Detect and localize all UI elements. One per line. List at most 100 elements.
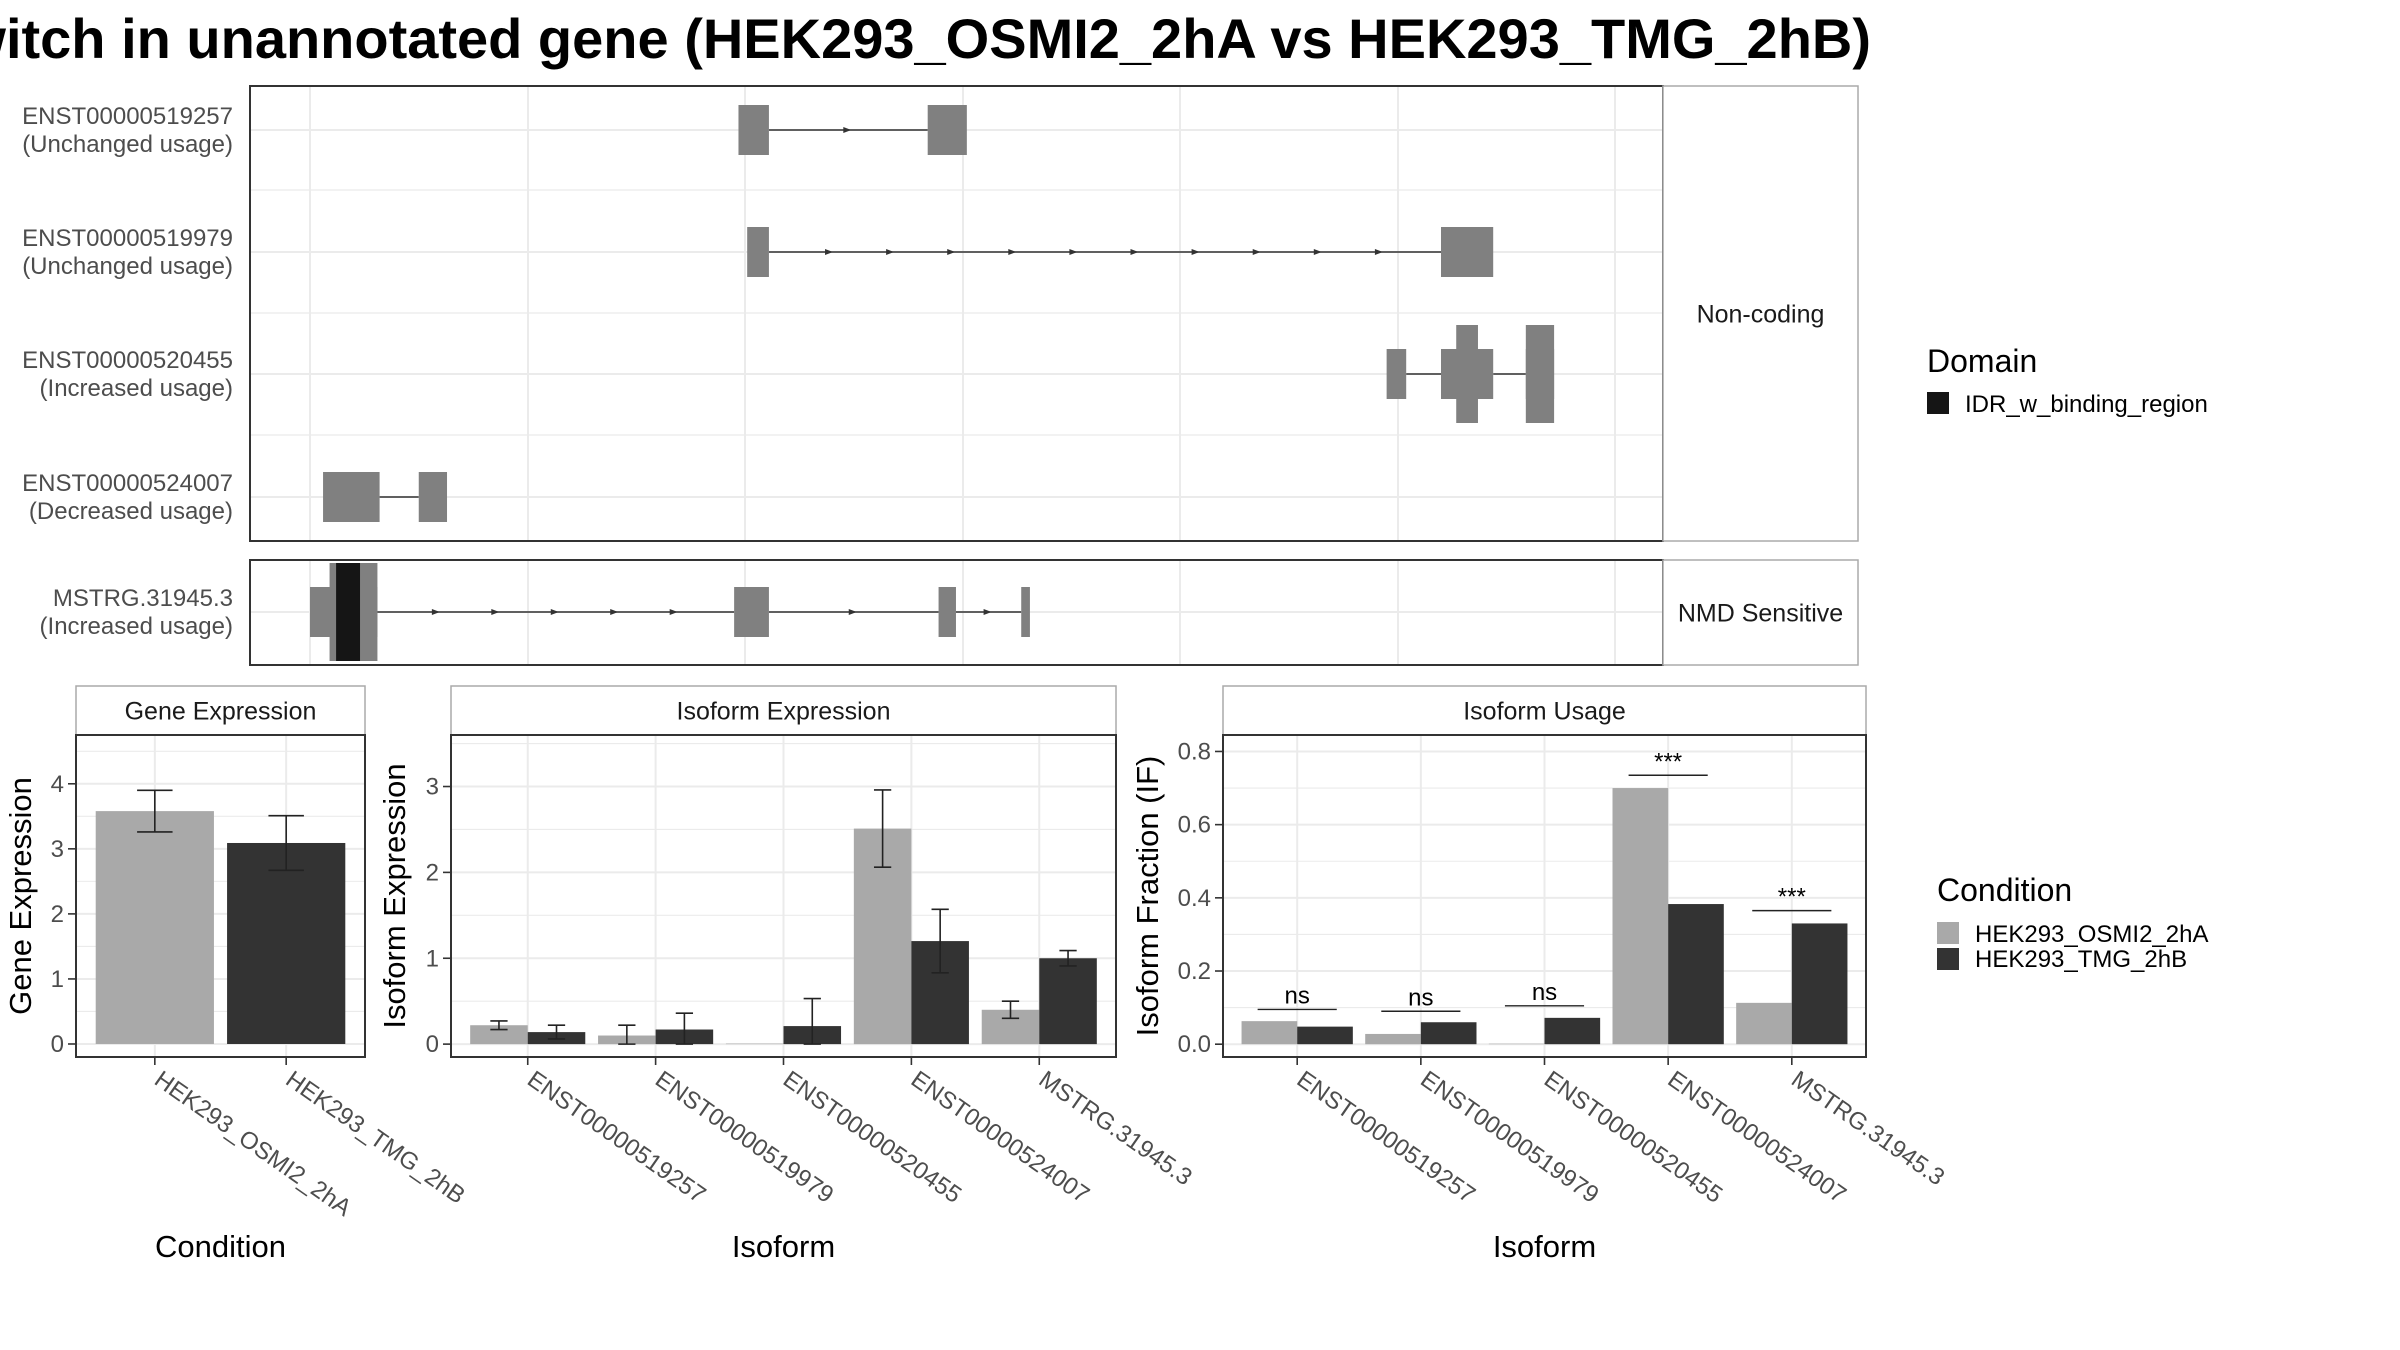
transcript-usage-label: (Decreased usage) — [29, 498, 233, 525]
bar — [1241, 1021, 1298, 1045]
title-clip: Isoform switch in unannotated gene (HEK2… — [0, 0, 1871, 80]
condition-legend-item: HEK293_TMG_2hB — [1975, 946, 2187, 973]
y-tick-label: 0.8 — [1178, 738, 1211, 765]
intron-arrow — [1313, 249, 1322, 255]
exon — [1386, 349, 1407, 399]
y-tick-label: 0 — [426, 1031, 439, 1058]
exon — [734, 587, 769, 637]
y-tick-label: 3 — [51, 836, 64, 863]
cds-exon — [1525, 325, 1555, 423]
panel-strip — [75, 685, 366, 736]
protein-domain — [336, 563, 361, 661]
transcript-usage-label: (Increased usage) — [40, 613, 233, 640]
intron-arrow — [1191, 249, 1200, 255]
domain-legend-item: IDR_w_binding_region — [1965, 391, 2208, 418]
y-tick-label: 0.2 — [1178, 958, 1211, 985]
y-tick-label: 4 — [51, 771, 64, 798]
bar — [725, 1043, 784, 1045]
intron-arrow — [1130, 249, 1139, 255]
intron-arrow — [669, 609, 678, 615]
domain-legend-title: Domain — [1927, 343, 2037, 379]
condition-legend-key — [1937, 922, 1959, 944]
condition-legend-item: HEK293_OSMI2_2hA — [1975, 921, 2208, 948]
transcript-id-label: ENST00000524007 — [22, 470, 233, 497]
intron-arrow — [983, 609, 992, 615]
significance-label: ns — [1408, 984, 1433, 1011]
y-tick-label: 1 — [51, 966, 64, 993]
bar — [1488, 1043, 1545, 1045]
transcript-usage-label: (Unchanged usage) — [22, 253, 233, 280]
bar — [1039, 958, 1097, 1045]
intron-arrow — [1374, 249, 1383, 255]
panel-strip — [450, 685, 1117, 736]
cds-exon — [1456, 325, 1478, 423]
intron-arrow — [1008, 249, 1017, 255]
bar — [1297, 1026, 1353, 1045]
intron-arrow — [610, 609, 619, 615]
condition-legend-title: Condition — [1937, 872, 2072, 908]
panel-title: Isoform Expression — [677, 698, 891, 726]
bar — [227, 842, 346, 1044]
intron-arrow — [550, 609, 559, 615]
y-tick-label: 0.0 — [1178, 1031, 1211, 1058]
bar — [1736, 1002, 1792, 1045]
intron-arrow — [848, 609, 857, 615]
y-tick-label: 0 — [51, 1031, 64, 1058]
x-axis-title: Isoform — [732, 1229, 835, 1264]
exon — [418, 472, 448, 522]
significance-label: *** — [1778, 884, 1806, 911]
transcript-usage-label: (Increased usage) — [40, 375, 233, 402]
y-tick-label: 3 — [426, 774, 439, 801]
figure-title: Isoform switch in unannotated gene (HEK2… — [0, 7, 1871, 70]
y-tick-label: 2 — [51, 901, 64, 928]
bar — [1544, 1017, 1601, 1045]
y-axis-title: Gene Expression — [3, 777, 38, 1015]
facet-strip-label: Non-coding — [1697, 301, 1825, 329]
panel-strip — [1222, 685, 1867, 736]
bar — [1668, 904, 1724, 1045]
bar — [95, 811, 214, 1044]
transcript-id-label: ENST00000519979 — [22, 225, 233, 252]
exon — [927, 105, 967, 155]
intron-arrow — [947, 249, 956, 255]
significance-label: ns — [1285, 982, 1310, 1009]
facet-strip — [1662, 559, 1859, 666]
plot-border — [75, 734, 366, 1058]
x-axis-title: Condition — [155, 1229, 286, 1264]
intron-arrow — [1252, 249, 1261, 255]
exon — [1021, 587, 1030, 637]
bar — [1612, 788, 1669, 1045]
intron-arrow — [491, 609, 500, 615]
facet-strip-label: NMD Sensitive — [1678, 600, 1843, 628]
bar — [1420, 1022, 1477, 1045]
transcript-id-label: MSTRG.31945.3 — [53, 585, 233, 612]
significance-label: ns — [1532, 979, 1557, 1006]
exon — [1441, 227, 1494, 277]
panel-title: Isoform Usage — [1463, 698, 1626, 726]
intron-arrow — [825, 249, 834, 255]
transcript-id-label: ENST00000519257 — [22, 103, 233, 130]
y-tick-label: 2 — [426, 859, 439, 886]
transcript-usage-label: (Unchanged usage) — [22, 131, 233, 158]
intron-arrow — [431, 609, 440, 615]
facet-strip — [1662, 85, 1859, 542]
x-axis-title: Isoform — [1493, 1229, 1596, 1264]
intron-arrow — [843, 127, 852, 133]
domain-legend-key — [1927, 392, 1949, 414]
intron-arrow — [886, 249, 895, 255]
y-tick-label: 0.4 — [1178, 885, 1211, 912]
y-axis-title: Isoform Expression — [377, 763, 412, 1028]
intron-arrow — [1069, 249, 1078, 255]
bar — [470, 1025, 528, 1045]
bar — [1791, 923, 1848, 1045]
bar — [1365, 1033, 1421, 1045]
condition-legend-key — [1937, 948, 1959, 970]
exon — [747, 227, 769, 277]
panel-title: Gene Expression — [125, 698, 317, 726]
y-tick-label: 1 — [426, 945, 439, 972]
exon — [938, 587, 956, 637]
exon — [738, 105, 769, 155]
exon — [323, 472, 380, 522]
